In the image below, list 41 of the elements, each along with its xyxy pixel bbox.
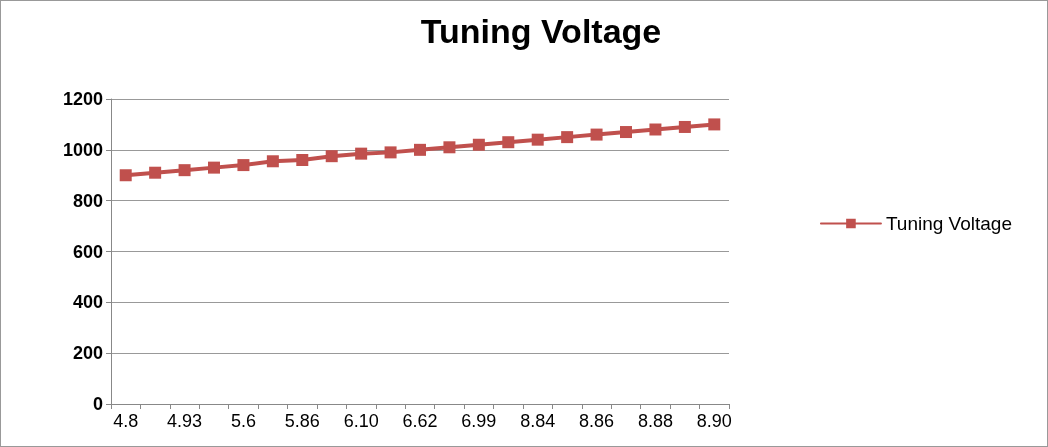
point xyxy=(414,143,426,156)
x-tick-label: 4.93 xyxy=(167,411,203,431)
point xyxy=(620,126,632,139)
y-tick-label: 600 xyxy=(72,241,103,262)
x-tick-label: 8.90 xyxy=(696,411,732,431)
point xyxy=(708,118,721,131)
y-tick-label: 1200 xyxy=(62,89,103,109)
x-tick-label: 6.10 xyxy=(343,411,379,431)
x-tick-label: 6.62 xyxy=(402,411,438,431)
point xyxy=(502,136,515,149)
point xyxy=(119,169,132,182)
x-tick-label: 4.8 xyxy=(113,411,139,431)
point xyxy=(384,146,397,159)
point xyxy=(443,141,456,154)
point xyxy=(561,131,574,144)
y-tick-label: 200 xyxy=(72,343,103,364)
x-tick-label: 8.88 xyxy=(637,411,673,431)
point xyxy=(678,120,691,133)
x-tick-label: 8.86 xyxy=(579,411,615,431)
point xyxy=(472,138,485,151)
x-tick-label: 6.99 xyxy=(461,411,497,431)
point xyxy=(649,123,662,136)
point xyxy=(178,164,191,177)
y-tick-label: 0 xyxy=(92,394,103,414)
point xyxy=(355,147,368,160)
point xyxy=(590,128,603,141)
x-tick-label: 8.84 xyxy=(520,411,556,431)
x-tick-label: 5.6 xyxy=(230,411,256,431)
y-tick-label: 800 xyxy=(72,190,103,211)
point xyxy=(208,161,220,174)
y-tick-label: 400 xyxy=(72,292,103,313)
point xyxy=(531,133,544,146)
chart-title: Tuning Voltage xyxy=(420,12,662,50)
point xyxy=(325,150,338,163)
x-tick-label: 5.86 xyxy=(284,411,320,431)
point xyxy=(296,154,309,166)
point xyxy=(266,155,279,168)
y-tick-label: 1000 xyxy=(62,139,103,160)
point xyxy=(149,166,162,179)
point xyxy=(237,159,250,172)
legend-label: Tuning Voltage xyxy=(885,213,1012,234)
